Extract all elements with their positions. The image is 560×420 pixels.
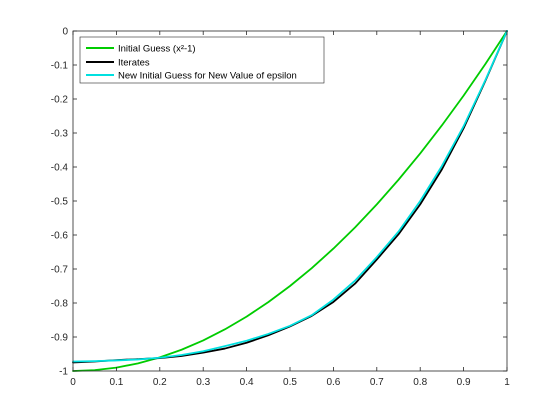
x-tick-label: 0.7 (370, 377, 384, 388)
x-tick-label: 0.9 (457, 377, 471, 388)
x-tick-label: 0.3 (196, 377, 210, 388)
x-tick-label: 0 (70, 377, 76, 388)
x-tick-label: 0.6 (326, 377, 340, 388)
series-layer (72, 30, 508, 372)
y-tick-label: 0 (62, 27, 68, 38)
y-tick-label: -0.4 (51, 163, 69, 174)
legend-label-iterates: Iterates (118, 58, 150, 69)
x-tick-label: 0.2 (153, 377, 167, 388)
legend: Initial Guess (x²-1) Iterates New Initia… (79, 36, 325, 84)
tick-layer: 0 0.1 0.2 0.3 0.4 0.5 0.6 0.7 0.8 0.9 1 0 -0.1 -0.2 -0… (51, 27, 510, 389)
x-tick-label: 1 (504, 377, 510, 388)
y-tick-label: -1 (59, 367, 68, 378)
plot-area-background (73, 31, 507, 371)
y-tick-label: -0.9 (51, 333, 69, 344)
series-line-0 (72, 30, 508, 372)
y-tick-label: -0.8 (51, 299, 69, 310)
y-tick-label: -0.3 (51, 129, 69, 140)
legend-label-new-initial-guess: New Initial Guess for New Value of epsil… (118, 71, 297, 82)
legend-box (79, 36, 325, 84)
y-tick-label: -0.2 (51, 95, 69, 106)
y-tick-label: -0.5 (51, 197, 69, 208)
y-tick-label: -0.7 (51, 265, 69, 276)
x-tick-label: 0.4 (240, 377, 254, 388)
x-tick-label: 0.8 (413, 377, 427, 388)
y-tick-label: -0.1 (51, 61, 69, 72)
x-tick-label: 0.5 (283, 377, 297, 388)
y-tick-label: -0.6 (51, 231, 69, 242)
x-tick-label: 0.1 (109, 377, 123, 388)
legend-label-initial-guess: Initial Guess (x²-1) (118, 44, 196, 55)
series-line-2 (72, 30, 508, 363)
